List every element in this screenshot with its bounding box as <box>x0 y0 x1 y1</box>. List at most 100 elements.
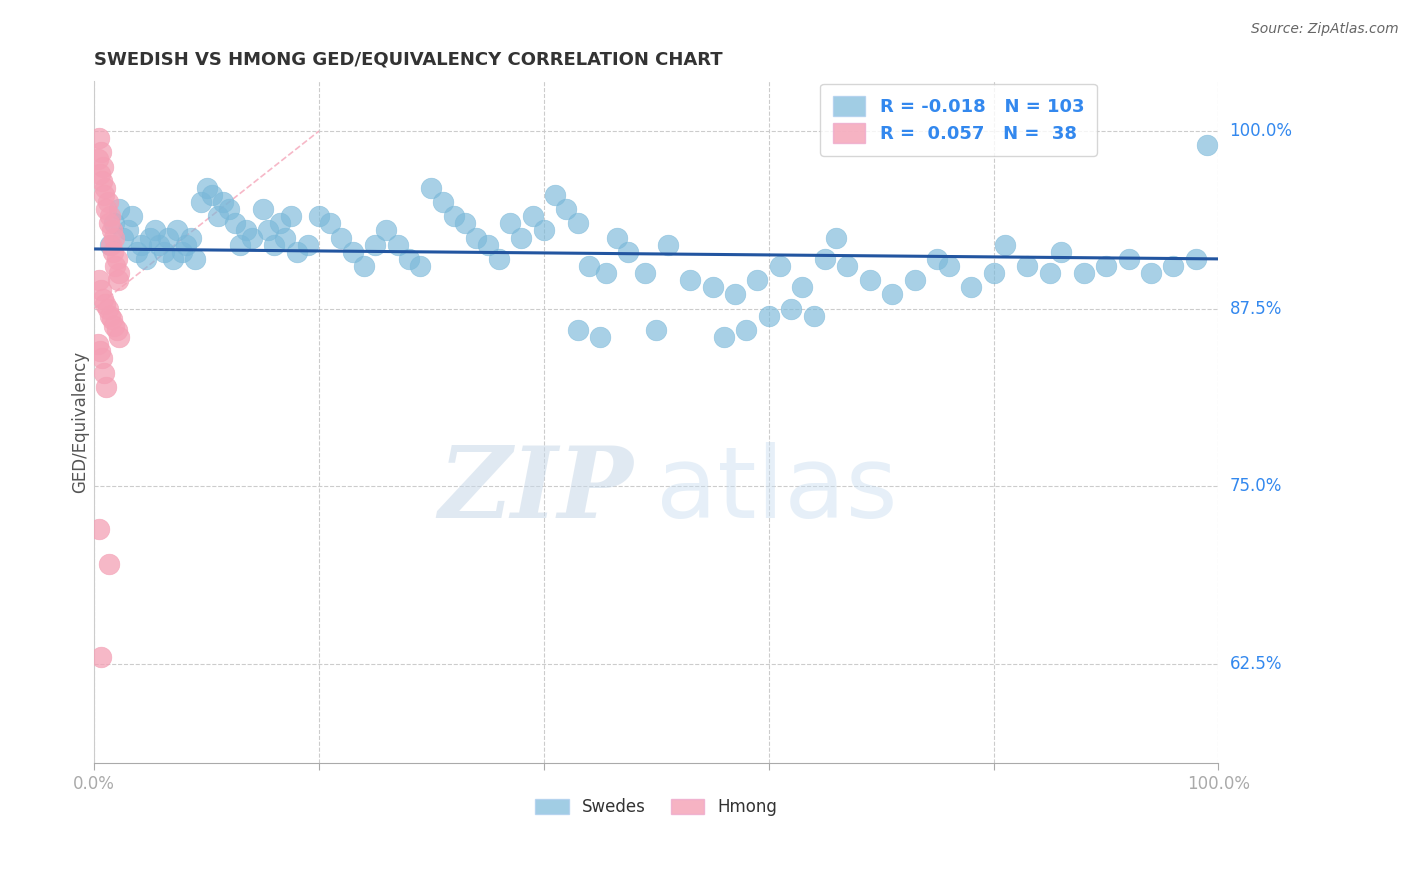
Point <box>1140 266 1163 280</box>
Point <box>143 223 166 237</box>
Point <box>297 237 319 252</box>
Point <box>218 202 240 217</box>
Point <box>364 237 387 252</box>
Point <box>938 259 960 273</box>
Point <box>330 230 353 244</box>
Point <box>1118 252 1140 266</box>
Point <box>488 252 510 266</box>
Point <box>97 301 120 316</box>
Point <box>837 259 859 273</box>
Point <box>679 273 702 287</box>
Point <box>170 244 193 259</box>
Point <box>89 167 111 181</box>
Point <box>567 216 589 230</box>
Point <box>224 216 246 230</box>
Point <box>724 287 747 301</box>
Text: 100.0%: 100.0% <box>1230 122 1292 140</box>
Point <box>409 259 432 273</box>
Point <box>184 252 207 266</box>
Point <box>90 283 112 297</box>
Point <box>86 153 108 167</box>
Text: 75.0%: 75.0% <box>1230 477 1282 495</box>
Point <box>544 188 567 202</box>
Point <box>758 309 780 323</box>
Text: Source: ZipAtlas.com: Source: ZipAtlas.com <box>1251 22 1399 37</box>
Point <box>375 223 398 237</box>
Point <box>112 230 135 244</box>
Point <box>235 223 257 237</box>
Point <box>103 216 125 230</box>
Point <box>510 230 533 244</box>
Point <box>1050 244 1073 259</box>
Point <box>443 209 465 223</box>
Point <box>499 216 522 230</box>
Point <box>87 131 110 145</box>
Point <box>90 649 112 664</box>
Point <box>252 202 274 217</box>
Text: 62.5%: 62.5% <box>1230 655 1282 673</box>
Point <box>983 266 1005 280</box>
Point <box>117 223 139 237</box>
Point <box>121 209 143 223</box>
Text: SWEDISH VS HMONG GED/EQUIVALENCY CORRELATION CHART: SWEDISH VS HMONG GED/EQUIVALENCY CORRELA… <box>94 51 723 69</box>
Point <box>89 344 111 359</box>
Point <box>207 209 229 223</box>
Point <box>274 230 297 244</box>
Point <box>107 273 129 287</box>
Point <box>131 237 153 252</box>
Point <box>125 244 148 259</box>
Point <box>555 202 578 217</box>
Y-axis label: GED/Equivalency: GED/Equivalency <box>72 351 89 493</box>
Point <box>617 244 640 259</box>
Point <box>98 309 121 323</box>
Point <box>533 223 555 237</box>
Point <box>91 160 114 174</box>
Point <box>91 174 114 188</box>
Point <box>927 252 949 266</box>
Point <box>792 280 814 294</box>
Point <box>747 273 769 287</box>
Point <box>212 195 235 210</box>
Point <box>180 230 202 244</box>
Point <box>702 280 724 294</box>
Point <box>578 259 600 273</box>
Point <box>166 223 188 237</box>
Point <box>904 273 927 287</box>
Point <box>135 252 157 266</box>
Point <box>280 209 302 223</box>
Point <box>229 237 252 252</box>
Point <box>960 280 983 294</box>
Point <box>1039 266 1062 280</box>
Point <box>103 244 125 259</box>
Point <box>93 188 115 202</box>
Point <box>657 237 679 252</box>
Point <box>634 266 657 280</box>
Point <box>994 237 1017 252</box>
Point <box>477 237 499 252</box>
Legend: Swedes, Hmong: Swedes, Hmong <box>529 791 785 823</box>
Point <box>1095 259 1118 273</box>
Point <box>93 366 115 380</box>
Point <box>104 259 127 273</box>
Point <box>97 195 120 210</box>
Point <box>240 230 263 244</box>
Point <box>595 266 617 280</box>
Point <box>319 216 342 230</box>
Point <box>153 244 176 259</box>
Point <box>465 230 488 244</box>
Point <box>96 380 118 394</box>
Point <box>780 301 803 316</box>
Point <box>139 230 162 244</box>
Point <box>859 273 882 287</box>
Point <box>108 202 131 217</box>
Point <box>308 209 330 223</box>
Point <box>103 318 125 333</box>
Point <box>162 252 184 266</box>
Point <box>176 237 198 252</box>
Point <box>825 230 848 244</box>
Point <box>269 216 291 230</box>
Point <box>98 237 121 252</box>
Point <box>90 145 112 160</box>
Point <box>803 309 825 323</box>
Point <box>814 252 837 266</box>
